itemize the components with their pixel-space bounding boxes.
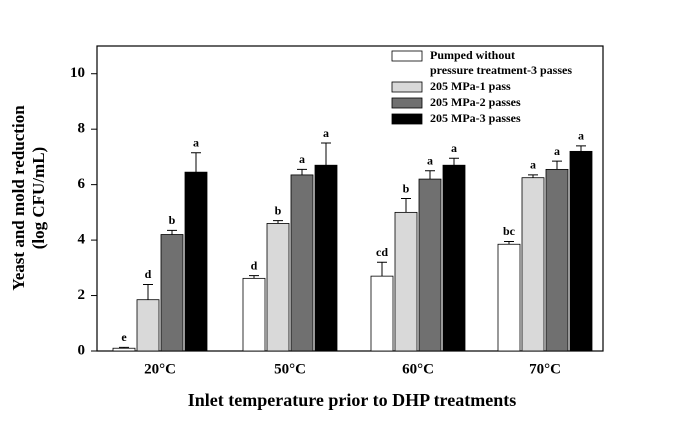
y-axis-label: Yeast and mold reduction(log CFU/mL) bbox=[9, 105, 48, 291]
error-bar bbox=[167, 229, 177, 235]
error-bar bbox=[504, 240, 514, 245]
bar bbox=[497, 243, 521, 352]
error-bar bbox=[297, 168, 307, 175]
bar bbox=[290, 174, 314, 352]
x-tick-label: 60°C bbox=[402, 361, 434, 377]
legend-label: Pumped without pressure treatment-3 passe… bbox=[430, 48, 572, 77]
bar bbox=[521, 177, 545, 352]
significance-letter: d bbox=[145, 267, 152, 281]
bar bbox=[136, 299, 160, 352]
significance-letter: e bbox=[121, 330, 127, 344]
bar bbox=[569, 150, 593, 352]
significance-letter: a bbox=[193, 136, 199, 150]
x-tick-label: 70°C bbox=[529, 361, 561, 377]
significance-letter: a bbox=[578, 129, 584, 143]
error-bar bbox=[119, 346, 129, 349]
error-bar bbox=[552, 160, 562, 170]
y-tick-label: 8 bbox=[78, 121, 86, 137]
legend-swatch bbox=[391, 81, 423, 93]
x-tick-label: 50°C bbox=[274, 361, 306, 377]
error-bar bbox=[321, 142, 331, 166]
significance-letter: a bbox=[554, 144, 560, 158]
error-bar bbox=[273, 220, 283, 224]
error-bar bbox=[425, 170, 435, 180]
significance-letter: a bbox=[530, 158, 536, 172]
error-bar bbox=[143, 283, 153, 300]
significance-letter: bc bbox=[503, 224, 516, 238]
significance-letter: a bbox=[427, 154, 433, 168]
significance-letter: d bbox=[251, 258, 258, 272]
bar bbox=[442, 164, 466, 352]
legend-swatch bbox=[391, 113, 423, 125]
x-axis-label: Inlet temperature prior to DHP treatment… bbox=[188, 390, 516, 410]
significance-letter: cd bbox=[376, 245, 388, 259]
y-tick-label: 6 bbox=[78, 176, 86, 192]
legend-swatch bbox=[391, 97, 423, 109]
plot-frame bbox=[96, 45, 604, 352]
error-bar bbox=[401, 198, 411, 213]
bar bbox=[184, 171, 208, 352]
y-tick-label: 2 bbox=[78, 287, 86, 303]
bar bbox=[242, 277, 266, 352]
legend-label: 205 MPa-2 passes bbox=[430, 95, 521, 109]
significance-letter: b bbox=[169, 213, 176, 227]
significance-letter: b bbox=[275, 203, 282, 217]
significance-letter: a bbox=[323, 126, 329, 140]
bar bbox=[112, 347, 136, 352]
legend-label: 205 MPa-1 pass bbox=[430, 79, 511, 93]
bar bbox=[314, 164, 338, 352]
error-bar bbox=[528, 174, 538, 178]
significance-letter: a bbox=[299, 152, 305, 166]
y-tick-label: 4 bbox=[78, 232, 86, 248]
error-bar bbox=[249, 275, 259, 279]
x-tick-label: 20°C bbox=[144, 361, 176, 377]
error-bar bbox=[377, 261, 387, 277]
error-bar bbox=[449, 157, 459, 166]
legend-swatch bbox=[391, 50, 423, 62]
bar bbox=[418, 178, 442, 352]
y-tick-label: 10 bbox=[70, 65, 85, 81]
bar bbox=[160, 234, 184, 352]
legend-label: 205 MPa-3 passes bbox=[430, 111, 521, 125]
error-bar bbox=[576, 145, 586, 152]
y-tick-label: 0 bbox=[78, 342, 86, 358]
bar bbox=[394, 211, 418, 352]
bar bbox=[545, 168, 569, 352]
bar bbox=[370, 275, 394, 352]
bar bbox=[266, 223, 290, 352]
significance-letter: a bbox=[451, 141, 457, 155]
error-bar bbox=[191, 152, 201, 173]
significance-letter: b bbox=[403, 181, 410, 195]
